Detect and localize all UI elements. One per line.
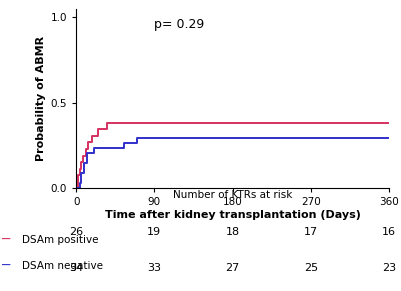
Text: 27: 27 bbox=[225, 263, 240, 273]
Text: 25: 25 bbox=[304, 263, 318, 273]
Text: —: — bbox=[2, 233, 10, 247]
Text: 16: 16 bbox=[382, 227, 396, 237]
Text: p= 0.29: p= 0.29 bbox=[154, 18, 205, 31]
Text: Number of KTRs at risk: Number of KTRs at risk bbox=[173, 190, 292, 200]
Text: —: — bbox=[2, 259, 10, 273]
Text: DSAm negative: DSAm negative bbox=[22, 261, 103, 271]
Text: 34: 34 bbox=[69, 263, 83, 273]
Text: 26: 26 bbox=[69, 227, 83, 237]
X-axis label: Time after kidney transplantation (Days): Time after kidney transplantation (Days) bbox=[105, 210, 360, 220]
Text: 18: 18 bbox=[225, 227, 240, 237]
Text: 23: 23 bbox=[382, 263, 396, 273]
Text: 19: 19 bbox=[147, 227, 162, 237]
Y-axis label: Probability of ABMR: Probability of ABMR bbox=[36, 36, 47, 161]
Text: DSAm positive: DSAm positive bbox=[22, 235, 99, 245]
Text: 17: 17 bbox=[304, 227, 318, 237]
Text: 33: 33 bbox=[148, 263, 161, 273]
